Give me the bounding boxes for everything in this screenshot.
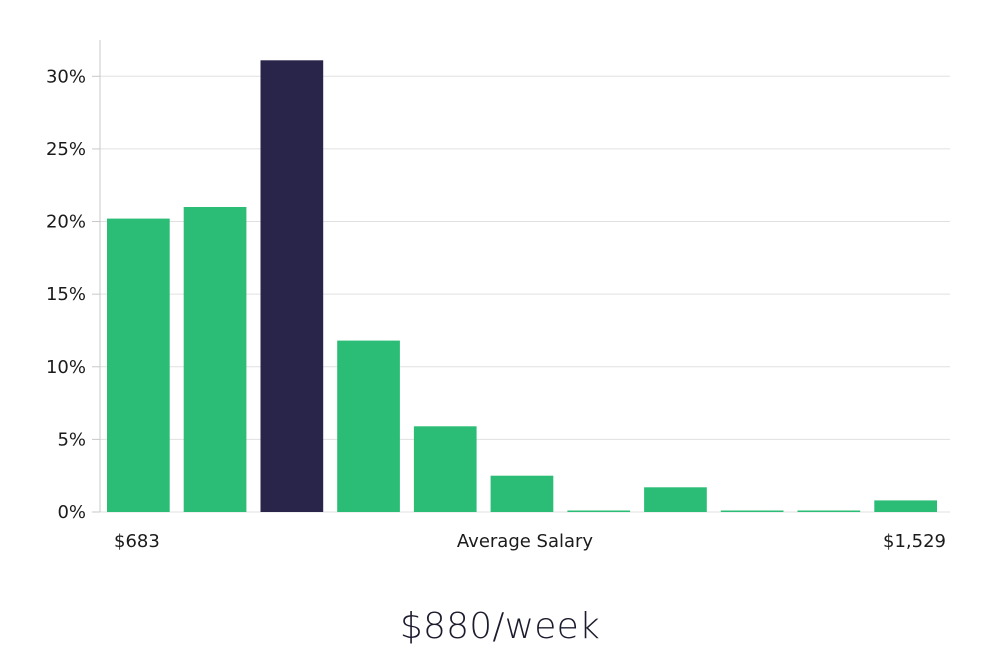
average-salary-headline: $880/week [399, 606, 601, 647]
y-tick-label: 15% [46, 284, 86, 305]
bars [107, 60, 937, 513]
y-tick-label: 10% [46, 357, 86, 378]
bar [183, 207, 247, 512]
x-max-label: $1,529 [883, 531, 946, 552]
bar [797, 510, 861, 512]
bar [413, 426, 477, 512]
bar [644, 487, 707, 512]
y-tick-label: 0% [57, 502, 86, 523]
bar [567, 510, 631, 512]
bar [720, 510, 784, 512]
bar [490, 475, 554, 512]
x-min-label: $683 [114, 531, 160, 552]
y-axis-ticks: 0% 5% 10% 15% 20% 25% 30% [46, 66, 100, 523]
bar [107, 218, 170, 512]
y-tick-label: 5% [57, 429, 86, 450]
salary-histogram-chart: 0%5%10%15%20%25%30% $683 Average Salary … [46, 40, 950, 552]
bar-highlighted [260, 60, 324, 513]
y-tick-label: 25% [46, 139, 86, 160]
bar [337, 340, 400, 512]
y-tick-label: 30% [46, 66, 86, 87]
y-tick-label: 20% [46, 212, 86, 233]
x-axis-title: Average Salary [457, 531, 594, 552]
bar [874, 500, 937, 512]
